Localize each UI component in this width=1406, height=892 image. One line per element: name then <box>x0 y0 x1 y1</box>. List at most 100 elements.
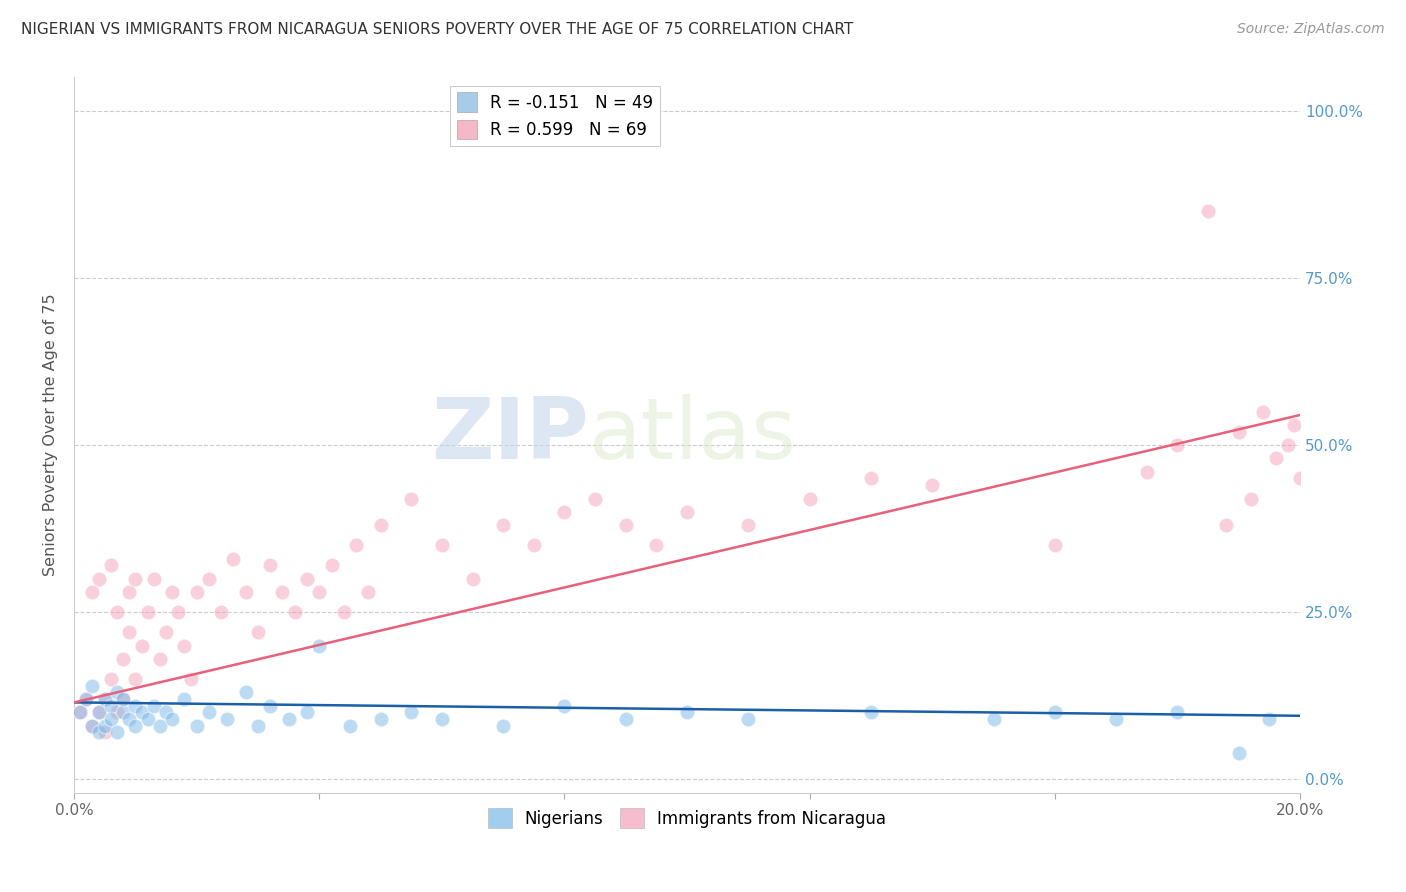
Point <box>308 585 330 599</box>
Point <box>553 698 575 713</box>
Point <box>235 585 257 599</box>
Point <box>1043 538 1066 552</box>
Point <box>553 505 575 519</box>
Point <box>339 719 361 733</box>
Point <box>112 652 135 666</box>
Point <box>124 719 146 733</box>
Point <box>1251 404 1274 418</box>
Point <box>87 572 110 586</box>
Point <box>583 491 606 506</box>
Point <box>271 585 294 599</box>
Point <box>737 518 759 533</box>
Point <box>112 692 135 706</box>
Point <box>100 712 122 726</box>
Point <box>124 672 146 686</box>
Point <box>118 585 141 599</box>
Point <box>370 518 392 533</box>
Point <box>344 538 367 552</box>
Point <box>105 706 128 720</box>
Point <box>180 672 202 686</box>
Point <box>1105 712 1128 726</box>
Text: atlas: atlas <box>589 393 797 476</box>
Point <box>737 712 759 726</box>
Point <box>136 712 159 726</box>
Text: ZIP: ZIP <box>432 393 589 476</box>
Point <box>333 605 356 619</box>
Point <box>246 625 269 640</box>
Point <box>131 639 153 653</box>
Legend: Nigerians, Immigrants from Nicaragua: Nigerians, Immigrants from Nicaragua <box>481 802 893 834</box>
Point <box>277 712 299 726</box>
Point <box>82 679 104 693</box>
Point <box>198 706 221 720</box>
Point <box>295 706 318 720</box>
Point <box>321 558 343 573</box>
Point <box>983 712 1005 726</box>
Point <box>1264 451 1286 466</box>
Point <box>131 706 153 720</box>
Point <box>430 538 453 552</box>
Point <box>1043 706 1066 720</box>
Point <box>173 639 195 653</box>
Point <box>155 625 177 640</box>
Point <box>259 698 281 713</box>
Point <box>118 712 141 726</box>
Point <box>142 572 165 586</box>
Point <box>492 518 515 533</box>
Point <box>186 719 208 733</box>
Point <box>173 692 195 706</box>
Point <box>1197 204 1219 219</box>
Point <box>167 605 190 619</box>
Point <box>93 725 115 739</box>
Point <box>105 605 128 619</box>
Point <box>87 706 110 720</box>
Point <box>799 491 821 506</box>
Point <box>160 712 183 726</box>
Point <box>1258 712 1281 726</box>
Point <box>136 605 159 619</box>
Point <box>284 605 307 619</box>
Point <box>149 652 172 666</box>
Text: NIGERIAN VS IMMIGRANTS FROM NICARAGUA SENIORS POVERTY OVER THE AGE OF 75 CORRELA: NIGERIAN VS IMMIGRANTS FROM NICARAGUA SE… <box>21 22 853 37</box>
Point <box>69 706 91 720</box>
Point <box>87 725 110 739</box>
Point <box>112 706 135 720</box>
Point <box>105 725 128 739</box>
Point <box>155 706 177 720</box>
Point <box>295 572 318 586</box>
Point <box>399 706 422 720</box>
Point <box>523 538 546 552</box>
Point <box>209 605 232 619</box>
Point <box>118 625 141 640</box>
Point <box>921 478 943 492</box>
Point <box>82 719 104 733</box>
Point <box>370 712 392 726</box>
Point <box>124 572 146 586</box>
Point <box>217 712 239 726</box>
Point <box>149 719 172 733</box>
Point <box>461 572 484 586</box>
Point <box>859 706 882 720</box>
Point <box>614 518 637 533</box>
Point <box>69 706 91 720</box>
Point <box>492 719 515 733</box>
Point <box>93 719 115 733</box>
Y-axis label: Seniors Poverty Over the Age of 75: Seniors Poverty Over the Age of 75 <box>44 293 58 576</box>
Point <box>75 692 97 706</box>
Point <box>1277 438 1299 452</box>
Point <box>160 585 183 599</box>
Point <box>124 698 146 713</box>
Point <box>222 551 245 566</box>
Point <box>75 692 97 706</box>
Point <box>100 672 122 686</box>
Point <box>105 685 128 699</box>
Point <box>676 706 699 720</box>
Point <box>100 698 122 713</box>
Point <box>430 712 453 726</box>
Point <box>1166 438 1188 452</box>
Text: Source: ZipAtlas.com: Source: ZipAtlas.com <box>1237 22 1385 37</box>
Point <box>93 692 115 706</box>
Point <box>82 585 104 599</box>
Point <box>1227 746 1250 760</box>
Point <box>1282 417 1305 432</box>
